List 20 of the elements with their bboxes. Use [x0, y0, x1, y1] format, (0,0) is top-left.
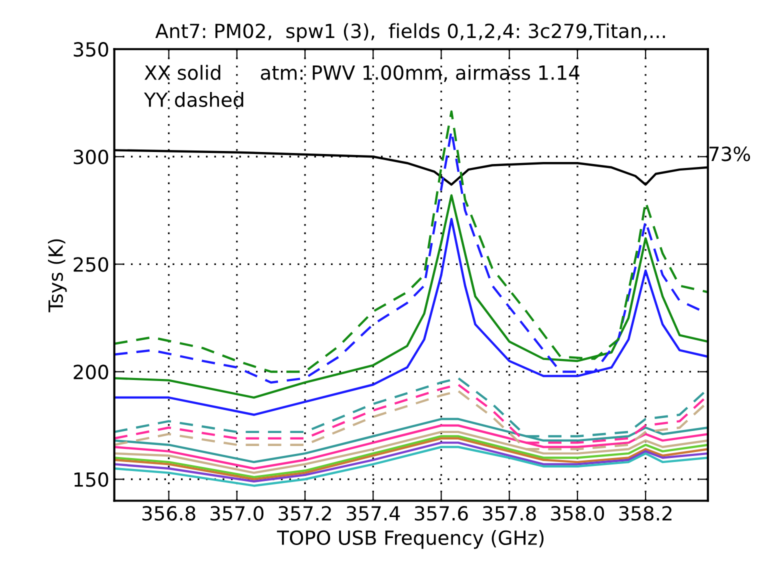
y-tick-label: 150	[74, 472, 108, 487]
chart-title: Ant7: PM02, spw1 (3), fields 0,1,2,4: 3c279,Titan,...	[155, 23, 665, 42]
x-axis-title: TOPO USB Frequency (GHz)	[276, 530, 544, 549]
x-tick-label: 357.6	[414, 506, 468, 521]
y-axis-title: Tsys (K)	[48, 239, 67, 312]
y-tick-label: 200	[74, 364, 108, 380]
annotation: YY dashed	[144, 92, 244, 108]
x-tick-label: 357.4	[346, 506, 400, 521]
x-tick-label: 357.2	[278, 506, 331, 521]
x-tick-label: 357.0	[210, 506, 264, 521]
y-tick-label: 250	[74, 257, 108, 272]
text: 73%	[709, 146, 750, 162]
x-tick-label: 357.8	[483, 506, 536, 521]
x-tick-label: 358.2	[619, 506, 672, 521]
y-tick-label: 350	[74, 42, 108, 57]
x-tick-label: 358.0	[551, 506, 604, 521]
y-tick-label: 300	[74, 150, 108, 164]
x-tick-label: 356.8	[142, 506, 196, 521]
annotation: XX solid	[144, 64, 220, 80]
annotation: atm: PWV 1.00mm, airmass 1.14	[260, 64, 580, 82]
